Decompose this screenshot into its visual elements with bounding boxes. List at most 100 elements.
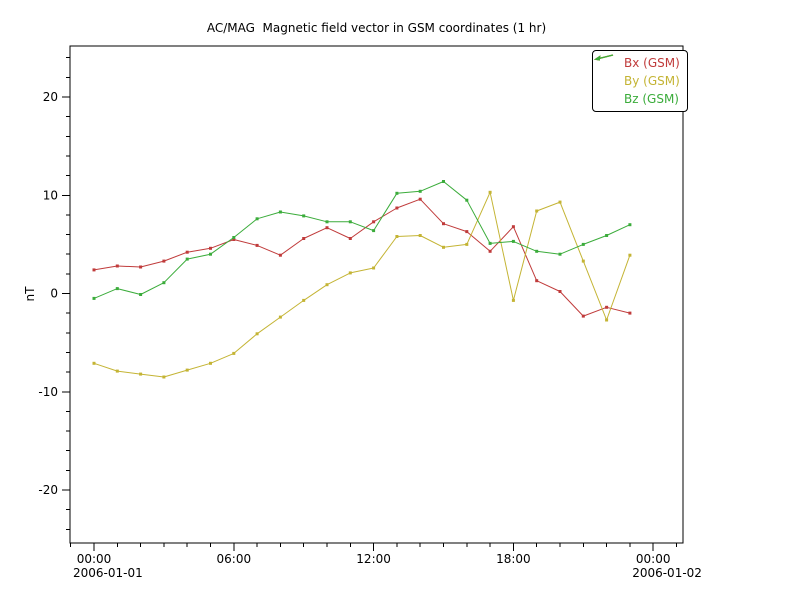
bz-line-marker-icon <box>594 54 620 105</box>
data-point-marker <box>185 250 189 254</box>
series-line-bz-gsm <box>93 181 631 299</box>
series-line-by-gsm <box>93 191 631 378</box>
data-point-marker <box>558 290 562 293</box>
data-point-marker <box>185 368 189 372</box>
data-point-marker <box>395 235 399 238</box>
legend-label-bz: Bz (GSM) <box>624 92 679 106</box>
y-tick-label: 0 <box>50 287 58 301</box>
data-point-marker <box>442 180 445 183</box>
data-point-marker <box>535 249 539 253</box>
legend-label-bx: Bx (GSM) <box>624 56 680 70</box>
x-tick-label: 00:00 <box>636 552 671 566</box>
data-point-marker <box>511 225 515 229</box>
data-point-marker <box>581 259 585 263</box>
data-point-marker <box>395 206 399 210</box>
data-point-marker <box>348 237 352 240</box>
x-tick-label: 00:00 <box>77 552 112 566</box>
data-point-marker <box>302 214 306 218</box>
data-point-marker <box>232 238 236 241</box>
data-point-marker <box>628 223 632 227</box>
data-point-marker <box>511 239 515 243</box>
legend-entry-bz: Bz (GSM) <box>594 54 680 108</box>
x-tick-label: 12:00 <box>356 552 391 566</box>
data-point-marker <box>255 243 259 247</box>
data-point-marker <box>488 249 492 253</box>
data-point-marker <box>209 252 212 256</box>
data-point-marker <box>418 234 422 237</box>
data-point-marker <box>325 283 329 287</box>
legend-entry-by: By (GSM) <box>594 54 680 90</box>
data-point-marker <box>302 298 306 302</box>
data-point-marker <box>185 257 189 261</box>
chart-title: AC/MAG Magnetic field vector in GSM coor… <box>206 21 547 35</box>
plot-frame <box>69 45 684 544</box>
data-point-marker <box>92 296 96 300</box>
data-point-marker <box>162 259 166 263</box>
data-point-marker <box>372 266 376 270</box>
data-point-marker <box>488 241 492 245</box>
data-point-marker <box>162 375 166 379</box>
y-tick-label: -10 <box>38 385 58 399</box>
data-point-marker <box>395 191 399 195</box>
data-point-marker <box>581 242 585 246</box>
data-point-marker <box>278 253 282 257</box>
y-tick-label: -20 <box>38 483 58 497</box>
data-point-marker <box>348 220 352 224</box>
data-point-marker <box>418 197 422 201</box>
data-point-marker <box>511 298 515 302</box>
data-point-marker <box>325 226 329 230</box>
x-tick-label: 18:00 <box>496 552 531 566</box>
legend-label-by: By (GSM) <box>624 74 680 88</box>
data-point-marker <box>628 253 632 257</box>
x-date-label: 2006-01-02 <box>632 566 702 580</box>
data-point-marker <box>325 220 329 224</box>
y-axis-ticks: -20 -10 0 10 20 <box>38 57 70 530</box>
data-point-marker <box>115 287 119 291</box>
series-markers-bz-gsm <box>92 180 632 300</box>
data-point-marker <box>372 220 376 224</box>
data-point-marker <box>139 265 143 269</box>
data-point-marker <box>115 369 119 373</box>
data-point-marker <box>605 318 609 322</box>
data-point-marker <box>418 189 422 193</box>
data-point-marker <box>535 209 539 213</box>
data-point-marker <box>442 222 445 226</box>
data-point-marker <box>92 361 96 365</box>
data-point-marker <box>558 252 562 256</box>
y-tick-label: 10 <box>43 188 58 202</box>
series-line-bx-gsm <box>93 198 631 317</box>
series-markers-by-gsm <box>92 190 632 379</box>
data-point-marker <box>488 190 492 194</box>
data-point-marker <box>465 242 469 246</box>
data-point-marker <box>535 279 539 283</box>
x-tick-label: 06:00 <box>217 552 252 566</box>
data-point-marker <box>255 332 259 336</box>
by-line-marker-icon <box>594 54 620 87</box>
legend: Bx (GSM) By (GSM) Bz (GSM) <box>592 50 688 112</box>
y-tick-label: 20 <box>43 90 58 104</box>
data-point-marker <box>139 372 143 376</box>
data-point-marker <box>232 236 236 239</box>
data-point-marker <box>209 246 212 250</box>
data-point-marker <box>558 200 562 204</box>
data-point-marker <box>605 234 609 237</box>
data-point-marker <box>605 305 609 309</box>
data-point-marker <box>581 314 585 318</box>
y-axis-label: nT <box>23 286 37 302</box>
data-point-marker <box>92 268 96 272</box>
data-point-marker <box>162 281 166 285</box>
data-point-marker <box>465 198 469 202</box>
series-markers-bx-gsm <box>92 197 632 318</box>
data-point-marker <box>465 230 469 234</box>
data-point-marker <box>302 237 306 240</box>
data-point-marker <box>209 361 212 365</box>
data-point-marker <box>278 210 282 214</box>
x-date-label: 2006-01-01 <box>73 566 143 580</box>
data-point-marker <box>442 245 445 249</box>
data-point-marker <box>628 311 632 315</box>
data-point-marker <box>255 217 259 221</box>
data-point-marker <box>115 264 119 268</box>
